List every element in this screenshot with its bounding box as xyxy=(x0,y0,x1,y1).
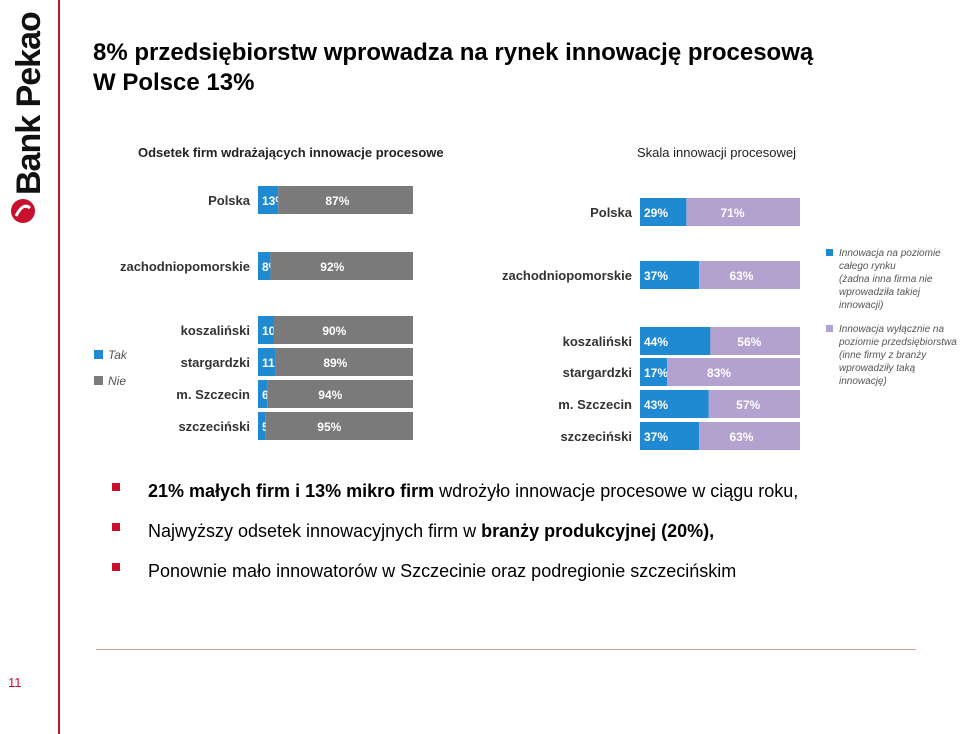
bar-segment xyxy=(640,390,709,418)
bar-segment xyxy=(640,198,687,226)
legend-label: innowację) xyxy=(839,376,887,387)
bar-segment xyxy=(708,390,800,418)
legend-label: wprowadziły taką xyxy=(839,363,916,374)
legend-label: Innowacja na poziomie xyxy=(839,248,941,259)
category-label: Polska xyxy=(208,193,251,208)
category-label: zachodniopomorskie xyxy=(120,259,250,274)
bank-logo: Bank Pekao xyxy=(10,12,48,195)
legend-label: wprowadziła takiej xyxy=(839,287,921,298)
bullet-marker xyxy=(112,483,120,491)
category-label: stargardzki xyxy=(563,365,632,380)
bar-segment xyxy=(710,327,800,355)
legend-label: Nie xyxy=(108,374,126,388)
legend-label: Innowacja wyłącznie na xyxy=(839,324,944,335)
data-label: 29% xyxy=(644,206,668,220)
legend-label: (inne firmy z branży xyxy=(839,350,927,361)
bar-segment xyxy=(699,261,800,289)
bar-segment xyxy=(258,316,274,344)
legend-label: całego rynku xyxy=(839,261,896,272)
category-label: m. Szczecin xyxy=(176,387,250,402)
bar-segment xyxy=(275,348,413,376)
bullet-marker xyxy=(112,563,120,571)
category-label: koszaliński xyxy=(563,334,632,349)
right-chart-subtitle: Skala innowacji procesowej xyxy=(637,145,796,160)
bullet-item: Najwyższy odsetek innowacyjnych firm w b… xyxy=(112,519,932,559)
legend-swatch xyxy=(94,376,103,385)
bullet-marker xyxy=(112,523,120,531)
category-label: szczeciński xyxy=(560,429,632,444)
bar-segment xyxy=(258,186,279,214)
category-label: szczeciński xyxy=(178,419,250,434)
legend-label: (żadna inna firma nie xyxy=(839,274,933,285)
data-label: 44% xyxy=(644,335,668,349)
bullet-bold-text: branży produkcyjnej (20%), xyxy=(481,521,715,541)
legend-label: poziomie przedsiębiorstwa xyxy=(838,337,957,348)
bullet-text: wdrożyło innowacje procesowe w ciągu rok… xyxy=(434,481,799,501)
bar-segment xyxy=(258,380,268,408)
data-label: 83% xyxy=(707,366,731,380)
sidebar-divider xyxy=(58,0,60,734)
bank-emblem-icon xyxy=(11,199,35,223)
category-label: zachodniopomorskie xyxy=(502,268,632,283)
bullet-item: Ponownie mało innowatorów w Szczecinie o… xyxy=(112,559,932,599)
bullet-item: 21% małych firm i 13% mikro firm wdrożył… xyxy=(112,479,932,519)
bar-segment xyxy=(686,198,800,226)
category-label: m. Szczecin xyxy=(558,397,632,412)
right-stacked-bar-chart: Polska 29% 71% zachodniopomorskie 37% 63% kosz… xyxy=(502,198,957,450)
bar-segment xyxy=(640,261,700,289)
bar-segment xyxy=(699,422,800,450)
data-label: 92% xyxy=(320,260,344,274)
legend-label: innowacji) xyxy=(839,300,883,311)
data-label: 71% xyxy=(720,206,744,220)
bullet-text: Najwyższy odsetek innowacyjnych firm w xyxy=(148,521,482,541)
data-label: 37% xyxy=(644,430,668,444)
bar-segment xyxy=(640,358,668,386)
data-label: 87% xyxy=(325,194,349,208)
legend-label: Tak xyxy=(108,348,128,362)
left-stacked-bar-chart: Polska13%87%zachodniopomorskie8%92%kosza… xyxy=(94,186,413,440)
bar-segment xyxy=(267,380,413,408)
bar-segment xyxy=(640,422,700,450)
data-label: 63% xyxy=(729,430,753,444)
title-line-2: W Polsce 13% xyxy=(93,69,255,96)
data-label: 57% xyxy=(736,398,760,412)
data-label: 37% xyxy=(644,269,668,283)
left-chart-subtitle: Odsetek firm wdrażających innowacje proc… xyxy=(138,145,444,160)
title-line-1: 8% przedsiębiorstw wprowadza na rynek in… xyxy=(93,39,814,66)
category-label: Polska xyxy=(590,205,633,220)
legend-swatch xyxy=(826,325,833,332)
legend-swatch xyxy=(826,249,833,256)
data-label: 63% xyxy=(729,269,753,283)
data-label: 56% xyxy=(737,335,761,349)
brand-sidebar: Bank Pekao 11 xyxy=(0,0,58,734)
footer-divider xyxy=(96,649,916,650)
category-label: stargardzki xyxy=(181,355,250,370)
data-label: 89% xyxy=(323,356,347,370)
bar-segment xyxy=(640,327,711,355)
data-label: 17% xyxy=(644,366,668,380)
data-label: 94% xyxy=(318,388,342,402)
page-number: 11 xyxy=(8,675,22,690)
page-title: 8% przedsiębiorstw wprowadza na rynek in… xyxy=(93,38,813,98)
bullet-bold-text: 21% małych firm i 13% mikro firm xyxy=(148,481,435,501)
bar-segment xyxy=(273,316,413,344)
category-label: koszaliński xyxy=(181,323,250,338)
bar-segment xyxy=(270,252,413,280)
bar-segment xyxy=(258,412,266,440)
bullet-list: 21% małych firm i 13% mikro firm wdrożył… xyxy=(112,479,932,599)
bullet-text: Ponownie mało innowatorów w Szczecinie o… xyxy=(148,561,737,581)
legend-swatch xyxy=(94,350,103,359)
bar-segment xyxy=(278,186,413,214)
bar-segment xyxy=(258,252,271,280)
bar-segment xyxy=(258,348,276,376)
bar-segment xyxy=(265,412,413,440)
data-label: 43% xyxy=(644,398,668,412)
data-label: 95% xyxy=(317,420,341,434)
bar-segment xyxy=(667,358,800,386)
data-label: 90% xyxy=(322,324,346,338)
